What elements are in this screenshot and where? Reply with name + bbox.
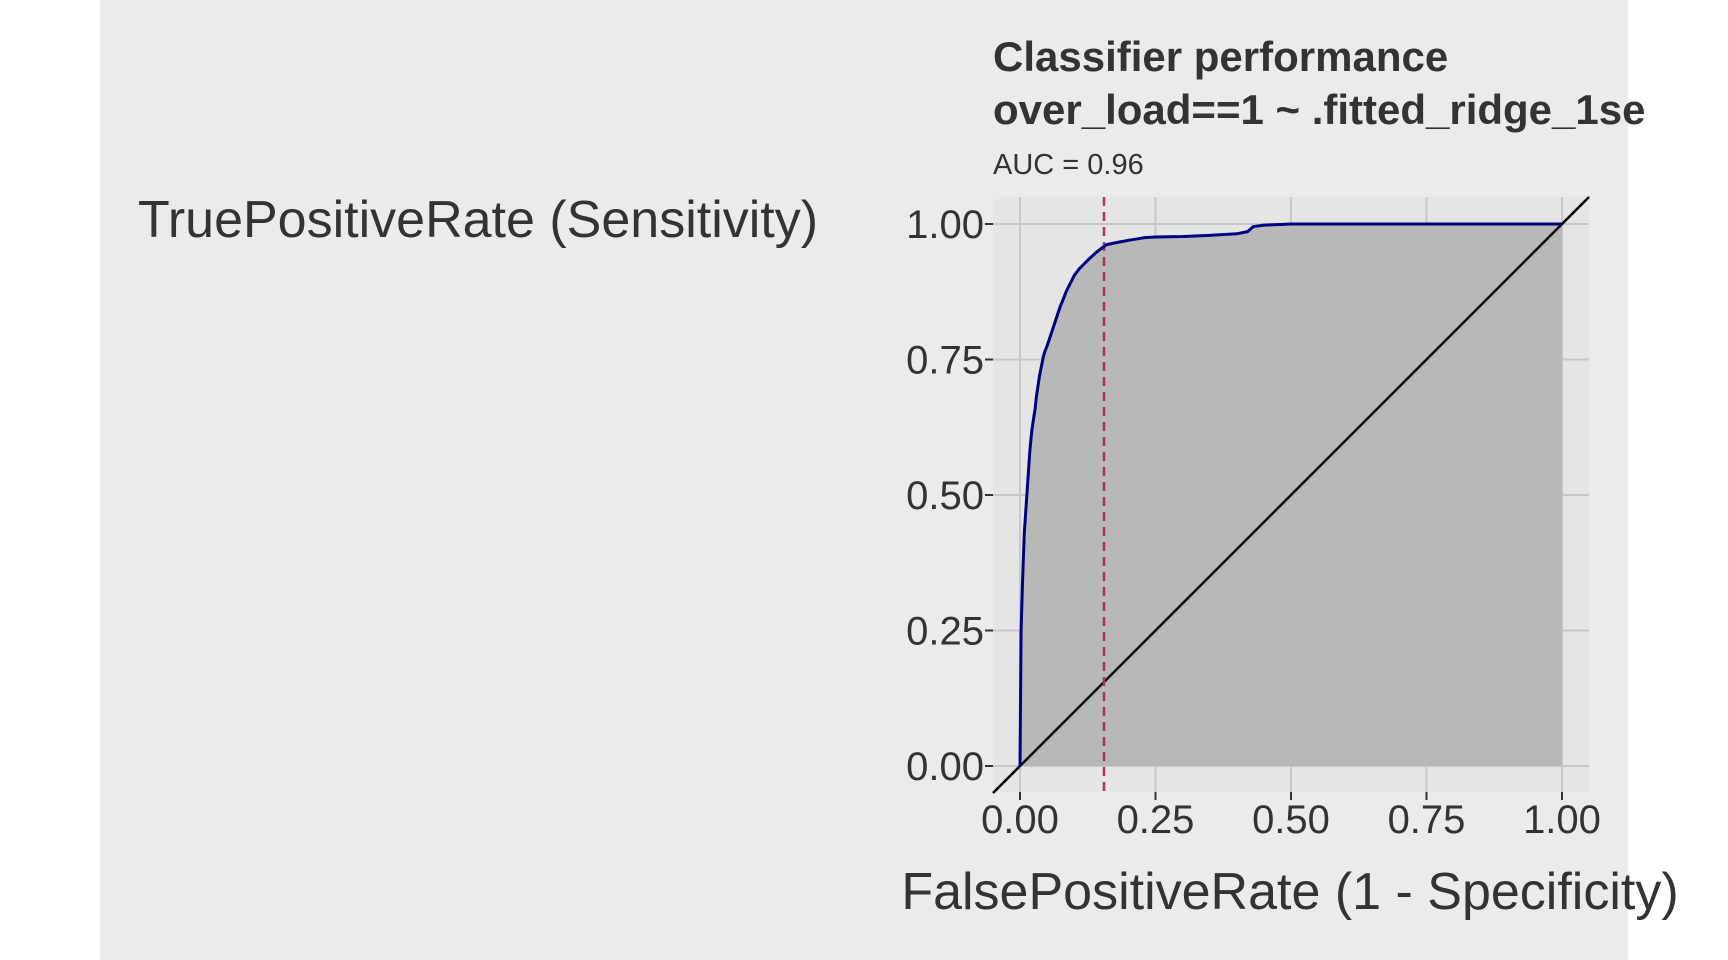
y-tick-label: 0.25: [906, 610, 984, 654]
chart-formula: over_load==1 ~ .fitted_ridge_1se: [993, 86, 1645, 133]
y-tick-label: 1.00: [906, 203, 984, 247]
y-axis-label: TruePositiveRate (Sensitivity): [138, 191, 818, 249]
axis-ticks: 0.00 0.25 0.50 0.75 1.00 0.00 0.25 0.50 0.75 1.00: [906, 203, 1601, 842]
y-tick-label: 0.50: [906, 474, 984, 518]
x-tick-label: 0.50: [1252, 798, 1330, 842]
x-tick-label: 0.00: [981, 798, 1059, 842]
y-tick-label: 0.75: [906, 339, 984, 383]
x-tick-label: 0.75: [1388, 798, 1466, 842]
x-axis-label: FalsePositiveRate (1 - Specificity): [901, 863, 1678, 921]
auc-annotation: AUC = 0.96: [993, 149, 1144, 181]
x-tick-label: 0.25: [1117, 798, 1195, 842]
y-tick-label: 0.00: [906, 745, 984, 789]
roc-curve-line: [1018, 222, 1562, 767]
chart-title: Classifier performance: [993, 33, 1448, 80]
diagonal-reference-line: [992, 196, 1590, 794]
x-tick-label: 1.00: [1523, 798, 1601, 842]
